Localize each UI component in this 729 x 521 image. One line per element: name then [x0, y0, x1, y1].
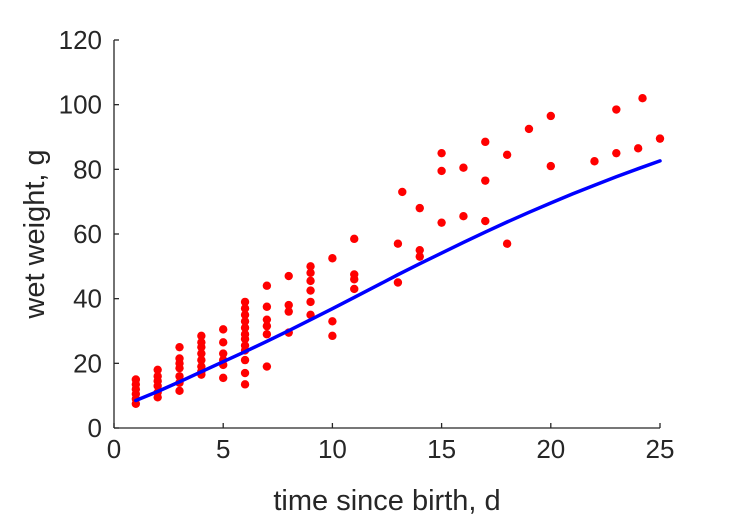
data-point — [546, 161, 555, 171]
data-point — [481, 137, 490, 147]
data-point — [306, 268, 315, 277]
axes: 0 5 10 15 20 25 0 20 40 60 80 100 120 — [59, 25, 675, 464]
data-point — [328, 254, 337, 263]
data-point — [415, 252, 424, 261]
data-point — [240, 341, 250, 350]
data-point — [328, 331, 337, 341]
data-point — [502, 239, 512, 248]
data-point — [350, 270, 359, 279]
data-point — [240, 368, 250, 378]
data-point — [437, 218, 446, 227]
y-tick-label: 0 — [88, 413, 102, 443]
data-point — [398, 187, 407, 197]
y-tick-label: 60 — [73, 219, 102, 249]
data-point — [175, 372, 184, 381]
data-point — [502, 150, 512, 159]
data-point — [197, 331, 206, 341]
data-point — [175, 386, 184, 396]
data-point — [306, 297, 315, 307]
data-point — [175, 342, 184, 352]
data-point — [393, 278, 403, 287]
data-point — [633, 144, 643, 153]
x-ticks: 0 5 10 15 20 25 — [107, 423, 675, 464]
plot-area — [131, 94, 665, 408]
data-point — [240, 297, 250, 307]
data-point — [240, 317, 250, 326]
data-point — [415, 203, 424, 213]
x-tick-label: 20 — [536, 434, 565, 464]
scatter-series — [131, 94, 665, 408]
data-point — [284, 307, 293, 316]
data-point — [240, 310, 250, 320]
data-point — [306, 276, 315, 286]
x-tick-label: 10 — [318, 434, 347, 464]
data-point — [240, 304, 250, 313]
data-point — [262, 330, 272, 339]
data-point — [481, 216, 490, 226]
data-point — [284, 300, 293, 310]
data-point — [393, 239, 403, 248]
data-point — [131, 375, 141, 384]
data-point — [459, 163, 468, 172]
data-point — [240, 330, 250, 339]
data-point — [350, 234, 359, 244]
data-point — [219, 349, 228, 358]
data-point — [437, 148, 446, 158]
data-point — [262, 362, 272, 371]
x-tick-label: 25 — [646, 434, 675, 464]
data-point — [153, 372, 162, 381]
data-point — [240, 380, 250, 389]
x-tick-label: 5 — [216, 434, 230, 464]
data-point — [638, 94, 647, 103]
data-point — [350, 284, 359, 294]
data-point — [262, 321, 272, 331]
y-tick-label: 120 — [59, 25, 102, 55]
x-axis-label: time since birth, d — [273, 485, 500, 517]
data-point — [197, 355, 206, 365]
data-point — [437, 166, 446, 176]
data-point — [262, 302, 272, 311]
fit-line — [134, 159, 662, 403]
data-point — [306, 262, 315, 271]
data-point — [197, 349, 206, 358]
data-point — [219, 325, 228, 334]
y-ticks: 0 20 40 60 80 100 120 — [59, 25, 119, 443]
y-axis-label: wet weight, g — [19, 149, 51, 319]
data-point — [546, 111, 555, 121]
y-tick-label: 20 — [73, 348, 102, 378]
y-tick-label: 40 — [73, 284, 102, 314]
data-point — [612, 148, 621, 158]
data-point — [459, 212, 468, 221]
data-point — [153, 365, 162, 374]
data-point — [655, 134, 665, 143]
data-point — [219, 338, 228, 347]
x-tick-label: 0 — [107, 434, 121, 464]
x-tick-label: 15 — [427, 434, 456, 464]
data-point — [612, 105, 621, 114]
data-point — [197, 338, 206, 347]
data-point — [328, 317, 337, 326]
data-point — [175, 354, 184, 363]
data-point — [240, 355, 250, 365]
data-point — [284, 271, 293, 281]
y-tick-label: 100 — [59, 90, 102, 120]
data-point — [262, 315, 272, 324]
data-point — [415, 245, 424, 255]
data-point — [219, 373, 228, 383]
data-point — [197, 362, 206, 371]
data-point — [240, 323, 250, 332]
data-point — [262, 281, 272, 290]
data-point — [590, 157, 599, 166]
data-point — [306, 286, 315, 295]
data-point — [524, 124, 534, 134]
y-tick-label: 80 — [73, 154, 102, 184]
data-point — [481, 176, 490, 185]
